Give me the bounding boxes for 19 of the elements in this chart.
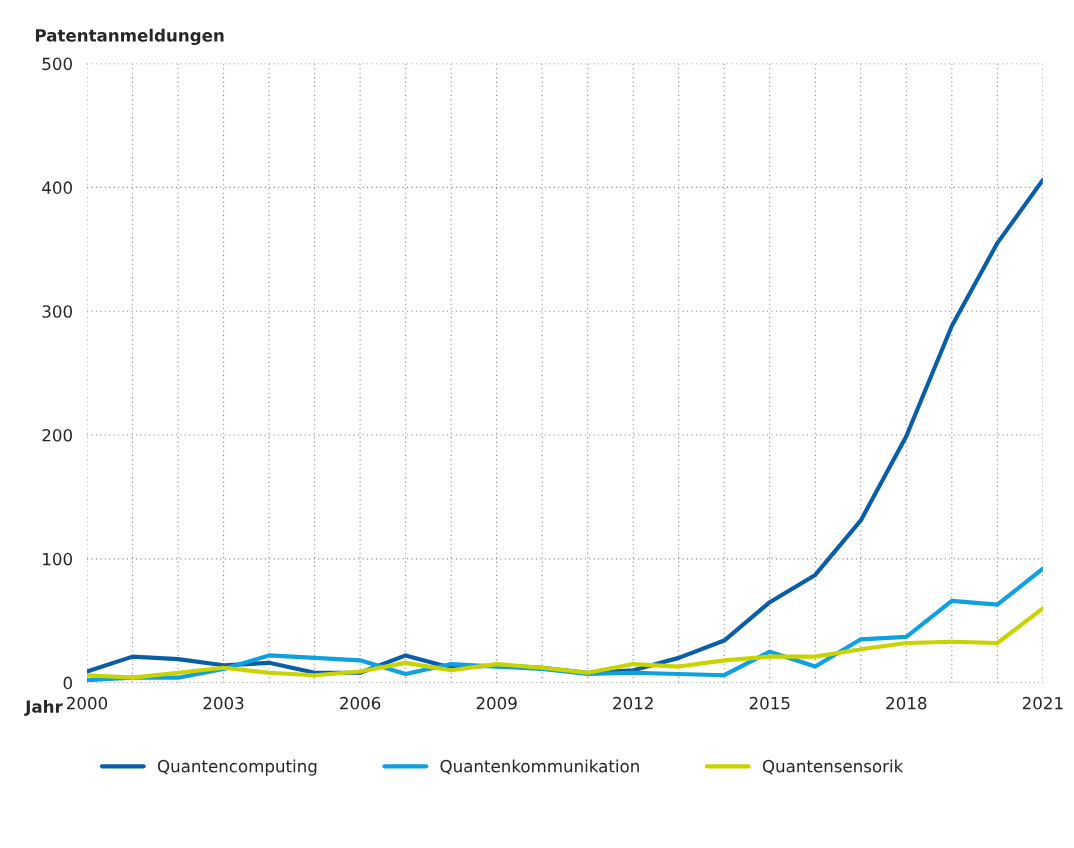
x-tick-label: 2006: [340, 696, 381, 710]
y-tick-label: 500: [42, 57, 72, 71]
x-tick-label: 2009: [476, 696, 517, 710]
x-tick-label: 2015: [749, 696, 790, 710]
x-tick-label: 2000: [67, 696, 108, 710]
x-tick-label: 2003: [203, 696, 244, 710]
y-tick-label: 400: [42, 181, 72, 194]
legend-label: Quantenkommunikation: [440, 759, 639, 775]
y-tick-label: 0: [63, 676, 72, 690]
legend-label: Quantensensorik: [762, 759, 904, 775]
y-axis-title: Patentanmeldungen: [35, 28, 224, 46]
x-tick-label: 2021: [1022, 696, 1063, 710]
x-tick-label: 2012: [613, 696, 653, 710]
x-tick-label: 2018: [886, 696, 927, 710]
x-axis-title: Jahr: [24, 699, 63, 716]
legend-label: Quantencomputing: [157, 759, 317, 776]
y-tick-label: 200: [42, 428, 72, 442]
y-tick-label: 100: [43, 552, 72, 566]
y-tick-label: 300: [42, 305, 72, 318]
